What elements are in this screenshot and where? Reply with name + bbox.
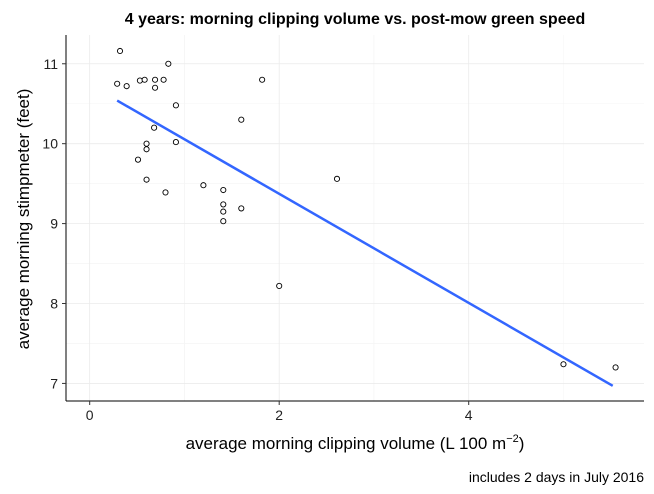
data-point [116, 47, 124, 55]
y-tick-label: 10 [42, 136, 58, 152]
data-point [152, 84, 159, 91]
data-point [220, 208, 227, 215]
y-tick-label: 7 [50, 375, 58, 391]
data-point [276, 282, 283, 289]
data-point [200, 182, 207, 189]
data-point [143, 176, 150, 183]
x-axis-label-main: average morning clipping volume (L 100 m [186, 434, 507, 453]
data-point [612, 364, 619, 371]
data-point [220, 201, 227, 208]
y-tick-label: 11 [43, 56, 58, 72]
y-axis-label: average morning stimpmeter (feet) [14, 89, 33, 350]
data-point [238, 116, 245, 123]
axes [62, 35, 644, 405]
chart-title: 4 years: morning clipping volume vs. pos… [125, 11, 586, 28]
data-point [134, 156, 142, 163]
data-point [238, 205, 245, 212]
data-point [560, 361, 567, 368]
x-axis-label-superscript: −2 [506, 433, 519, 445]
chart-caption: includes 2 days in July 2016 [469, 469, 644, 485]
data-point [162, 189, 169, 196]
data-point [220, 186, 227, 194]
x-tick-label: 4 [465, 407, 473, 423]
data-point [143, 140, 150, 147]
data-point [123, 83, 130, 90]
data-point [152, 76, 159, 83]
data-point [141, 76, 148, 83]
data-point [172, 139, 179, 146]
data-point [151, 124, 158, 131]
grid [66, 35, 644, 401]
x-tick-label: 0 [86, 407, 94, 423]
x-tick-label: 2 [275, 407, 283, 423]
data-point [165, 60, 172, 67]
data-point [333, 175, 341, 182]
x-axis-label-end: ) [519, 434, 525, 453]
data-point [160, 76, 167, 83]
data-point [114, 80, 121, 87]
x-axis-label: average morning clipping volume (L 100 m… [186, 433, 525, 453]
data-point [259, 76, 266, 83]
y-tick-label: 8 [50, 296, 58, 312]
data-point [172, 102, 179, 109]
regression-line [116, 99, 614, 387]
data-point [143, 146, 150, 153]
data-point [220, 218, 227, 225]
points-layer [114, 47, 619, 371]
y-tick-label: 9 [50, 216, 58, 232]
tick-labels: 0 2 4 7 8 9 10 11 [42, 56, 472, 423]
fit-line-layer [116, 99, 614, 387]
